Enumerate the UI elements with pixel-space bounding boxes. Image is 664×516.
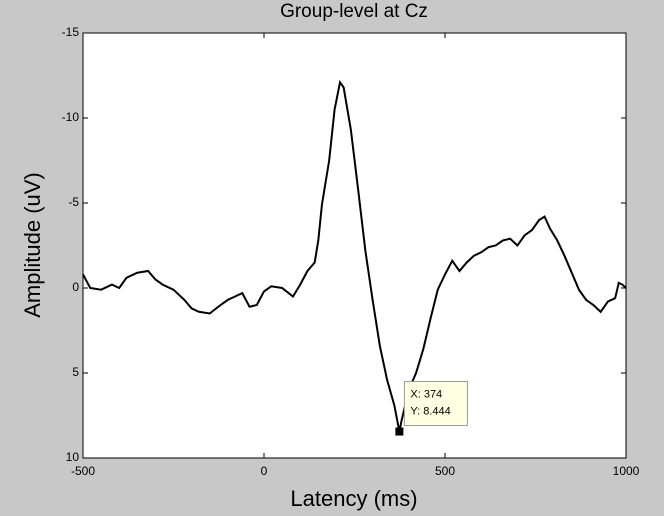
datatip-y: Y: 8.444: [410, 405, 450, 417]
plot-area: [82, 32, 627, 459]
chart-title: Group-level at Cz: [280, 1, 428, 22]
datatip-box: [403, 381, 468, 427]
y-axis-label: Amplitude (uV): [20, 172, 45, 318]
x-tick-label: 500: [435, 464, 455, 478]
x-axis-label: Latency (ms): [290, 486, 417, 511]
y-tick-label: -15: [62, 25, 80, 39]
y-tick-label: -10: [62, 110, 80, 124]
datatip-marker: [395, 427, 404, 436]
data-line: [82, 79, 627, 432]
y-tick-label: 0: [72, 280, 79, 294]
datatip-x: X: 374: [410, 388, 442, 400]
x-tick-label: -500: [71, 464, 95, 478]
x-tick-label: 1000: [613, 464, 640, 478]
y-tick-label: 10: [66, 450, 80, 464]
y-tick-label: -5: [68, 195, 79, 209]
y-tick-label: 5: [72, 365, 79, 379]
x-tick-label: 0: [261, 464, 268, 478]
